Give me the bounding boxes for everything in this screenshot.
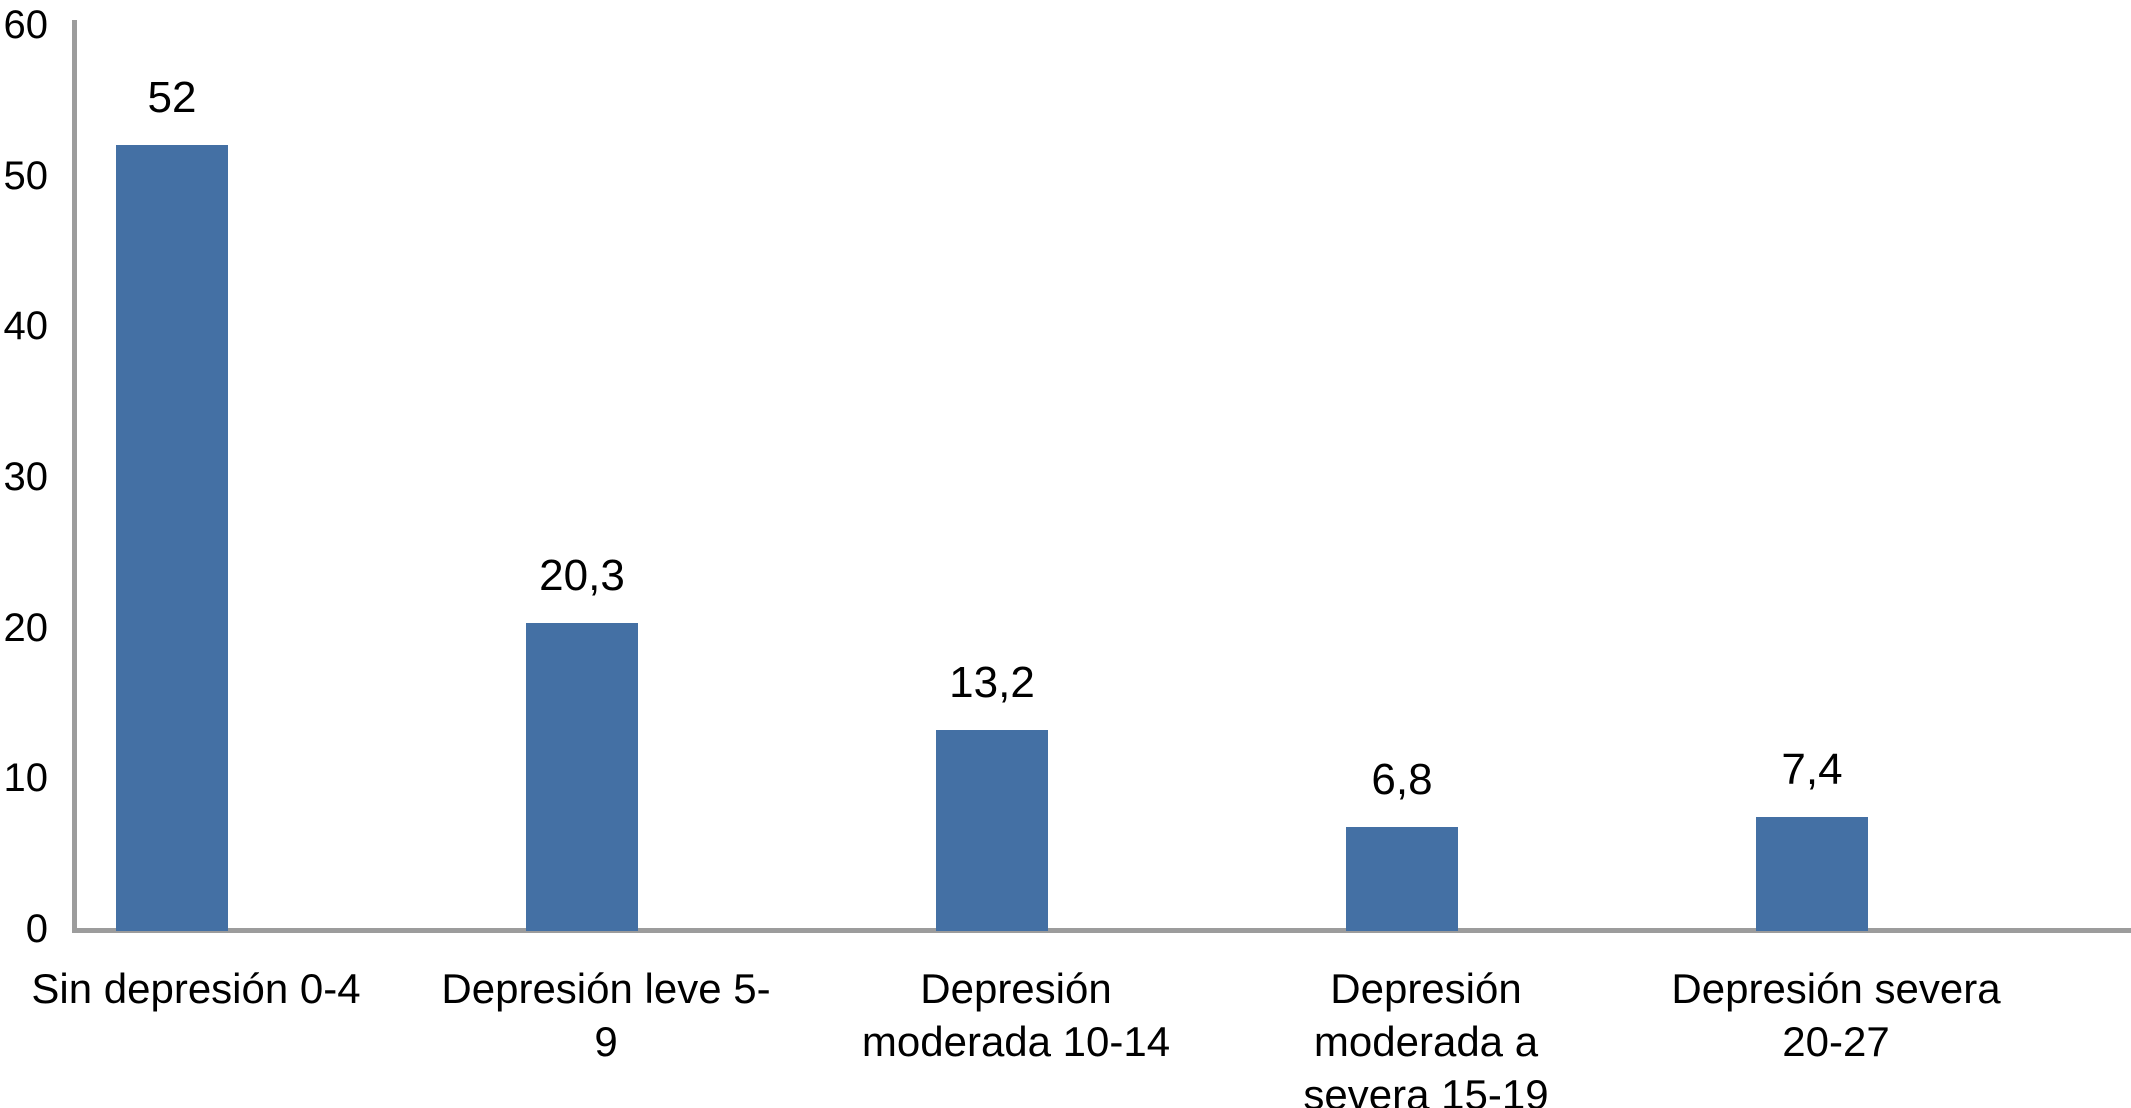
x-axis-category-label: Sin depresión 0-4: [31, 965, 361, 1012]
y-axis-tick-label: 40: [3, 304, 49, 348]
x-axis-category-label: Depresión moderada 10-14: [861, 965, 1171, 1065]
y-axis-tick-label: 0: [25, 907, 48, 951]
bar: [526, 623, 638, 931]
bar-value-label: 7,4: [1781, 745, 1843, 794]
bar-value-label: 13,2: [949, 658, 1035, 707]
y-axis-tick-label: 30: [3, 455, 49, 499]
x-axis-category-label: Depresión moderada a severa 15-19: [1303, 965, 1549, 1108]
x-axis-category-label: Depresión leve 5- 9: [441, 965, 771, 1065]
y-axis-line: [72, 20, 77, 933]
y-axis-tick-label: 10: [3, 756, 49, 800]
bar: [116, 145, 228, 931]
bar-value-label: 6,8: [1371, 755, 1433, 804]
y-axis-tick-label: 60: [3, 3, 49, 47]
x-axis-line: [72, 928, 2131, 933]
bar-value-label: 52: [147, 73, 197, 122]
bar: [1756, 817, 1868, 931]
y-axis-tick-label: 20: [3, 606, 49, 650]
y-axis-tick-label: 50: [3, 154, 49, 198]
bar: [936, 730, 1048, 931]
bar-value-label: 20,3: [539, 551, 625, 600]
bar: [1346, 827, 1458, 931]
x-axis-category-label: Depresión severa 20-27: [1671, 965, 2001, 1065]
